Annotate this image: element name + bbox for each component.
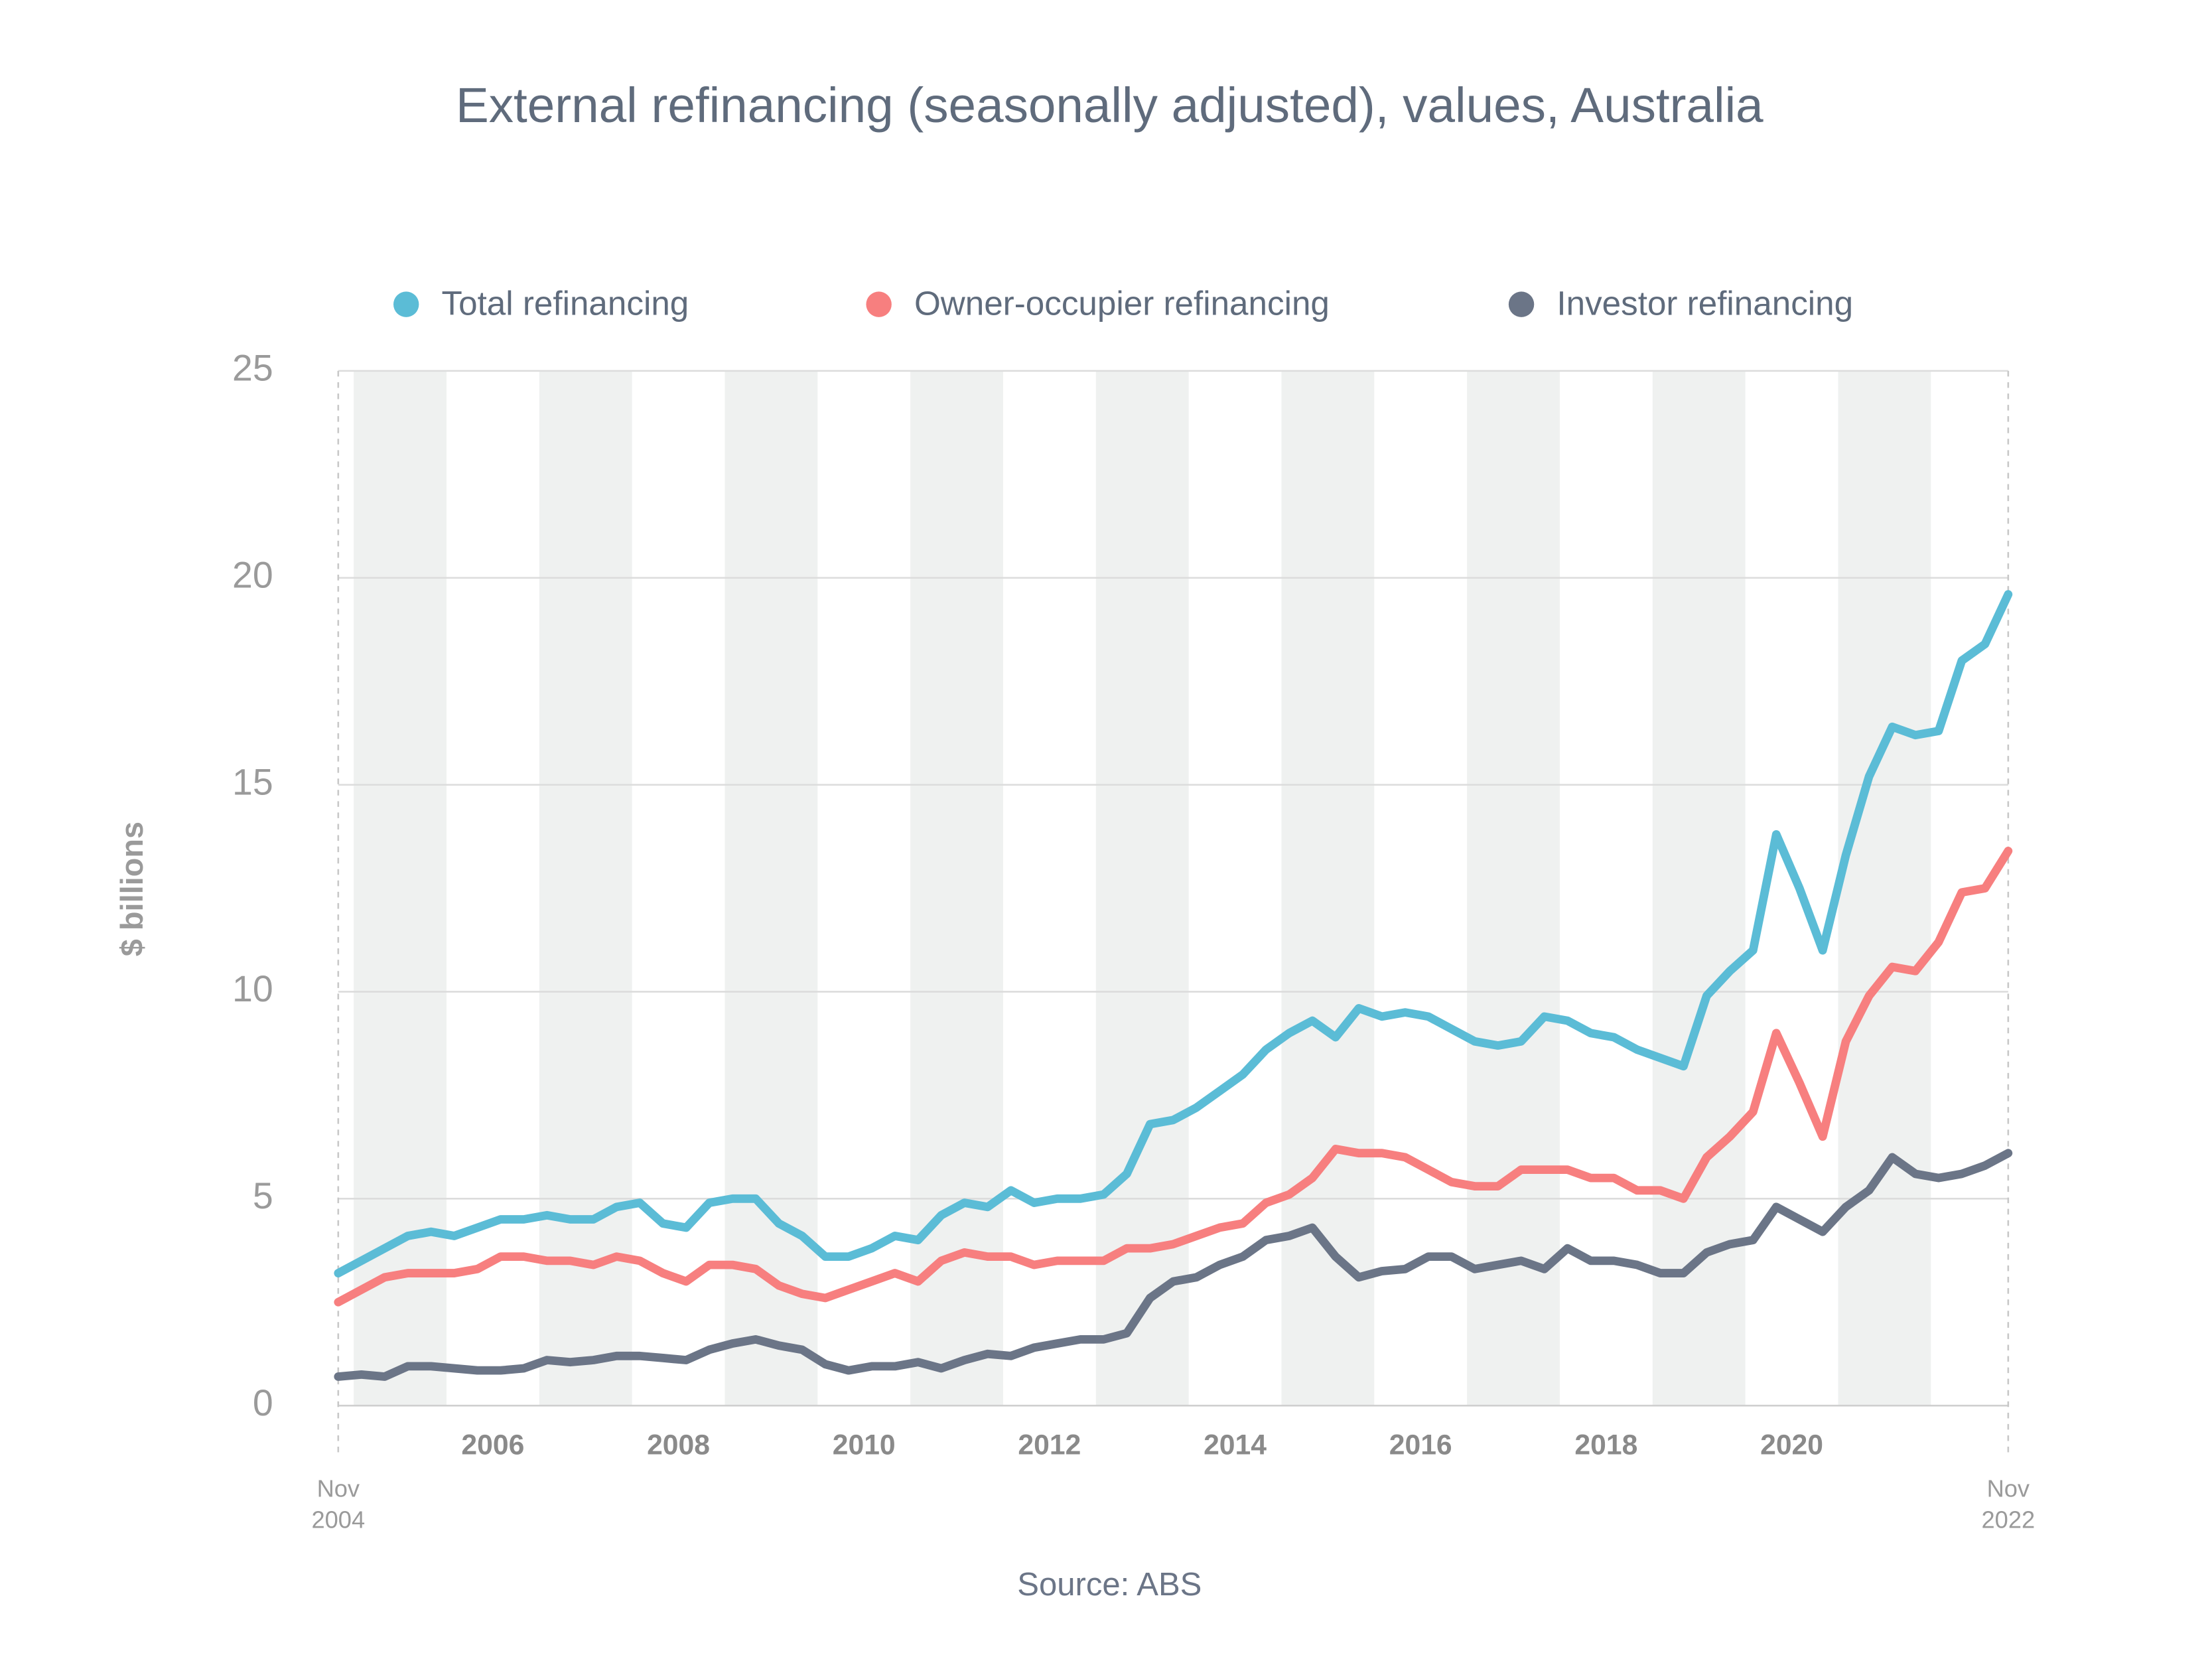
y-axis-title: $ billions <box>115 822 149 956</box>
year-band <box>1838 370 1931 1406</box>
source-note: Source: ABS <box>1017 1567 1202 1603</box>
labels: 0 5 10 15 20 25 Nov 2004 Nov 2022 2006 2008 2010 2012… <box>232 284 2035 1533</box>
year-band <box>725 370 818 1406</box>
x-edge-label: 2004 <box>311 1506 365 1534</box>
legend-marker <box>866 291 892 317</box>
grid <box>337 370 2010 1455</box>
x-edge-label: 2022 <box>1982 1506 2036 1534</box>
x-tick-label: 2018 <box>1574 1429 1637 1461</box>
plot <box>334 590 2013 1381</box>
x-tick-label: 2006 <box>461 1429 524 1461</box>
series-line <box>334 846 2013 1307</box>
y-tick-label: 20 <box>232 554 273 595</box>
legend-marker <box>393 291 419 317</box>
year-bands <box>354 370 1931 1406</box>
series-line <box>334 590 2013 1277</box>
year-band <box>910 370 1003 1406</box>
y-tick-label: 15 <box>232 761 273 802</box>
chart-title: External refinancing (seasonally adjuste… <box>456 77 1763 133</box>
year-band <box>354 370 447 1406</box>
x-edge-label: Nov <box>317 1475 360 1502</box>
legend-label: Investor refinancing <box>1556 284 1853 322</box>
legend-label: Total refinancing <box>442 284 689 322</box>
year-band <box>1652 370 1746 1406</box>
x-tick-label: 2008 <box>647 1429 710 1461</box>
year-band <box>1467 370 1560 1406</box>
y-tick-label: 5 <box>253 1175 273 1216</box>
x-tick-label: 2020 <box>1760 1429 1823 1461</box>
legend-label: Owner-occupier refinancing <box>914 284 1330 322</box>
series-line <box>334 1149 2013 1381</box>
x-tick-label: 2016 <box>1389 1429 1452 1461</box>
x-edge-label: Nov <box>1987 1475 2030 1502</box>
x-tick-label: 2010 <box>833 1429 896 1461</box>
legend-marker <box>1508 291 1535 317</box>
x-tick-label: 2012 <box>1018 1429 1081 1461</box>
year-band <box>539 370 632 1406</box>
y-tick-label: 0 <box>253 1382 273 1423</box>
y-tick-label: 25 <box>232 348 273 389</box>
y-tick-label: 10 <box>232 968 273 1009</box>
year-band <box>1095 370 1189 1406</box>
x-tick-label: 2014 <box>1204 1429 1267 1461</box>
